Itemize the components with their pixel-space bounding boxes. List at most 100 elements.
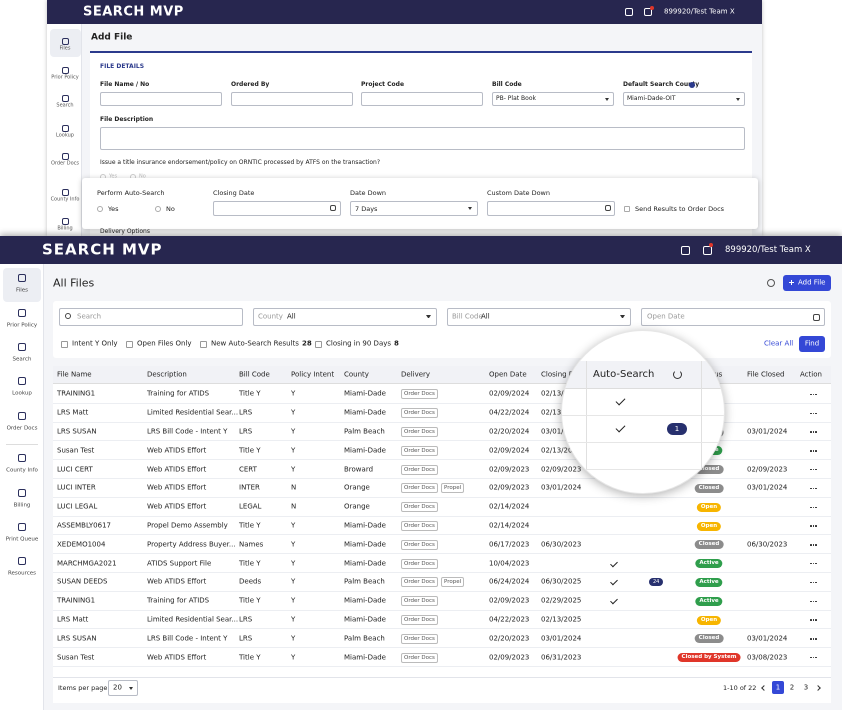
delivery-tag[interactable]: Order Docs <box>401 633 438 644</box>
delivery-tag[interactable]: Order Docs <box>401 389 438 400</box>
sidebar-label[interactable]: Billing <box>57 225 73 232</box>
delivery-tag[interactable]: Order Docs <box>401 483 438 494</box>
input[interactable] <box>492 92 614 106</box>
page-number[interactable]: 2 <box>789 683 795 691</box>
column-header[interactable]: Policy Intent <box>291 370 335 379</box>
add-button[interactable]: Add File <box>783 275 831 291</box>
delivery-tag[interactable]: Order Docs <box>401 615 438 625</box>
sidebar-label[interactable]: Order Docs <box>50 160 80 167</box>
action-dot <box>815 487 817 490</box>
find-label[interactable]: Find <box>804 339 820 348</box>
cell: Limited Residential Sear... <box>147 615 239 624</box>
input[interactable] <box>487 201 615 216</box>
delivery-tag[interactable]: Order Docs <box>401 408 438 419</box>
app-title: SEARCH MVP <box>42 240 163 259</box>
date-input[interactable] <box>641 308 825 326</box>
action-dot <box>815 544 817 546</box>
cell: 06/30/2023 <box>747 540 788 549</box>
page-button[interactable]: 1 <box>772 681 784 694</box>
column-header[interactable]: Description <box>147 370 187 379</box>
cell: Property Address Buyer... <box>147 540 236 549</box>
page-number[interactable]: 1 <box>775 683 781 691</box>
page-button[interactable]: 3 <box>800 681 812 694</box>
delivery-tag[interactable]: Order Docs <box>401 652 438 663</box>
cell: Y <box>291 653 296 662</box>
delivery-tag[interactable]: Order Docs <box>401 539 438 550</box>
input[interactable] <box>623 92 745 106</box>
radio[interactable] <box>97 206 103 212</box>
clear-all[interactable]: Clear All <box>764 339 794 348</box>
select[interactable] <box>447 308 631 326</box>
cell: Web ATIDS Effort <box>147 483 207 492</box>
textarea[interactable] <box>100 127 745 150</box>
sidebar-label[interactable]: Prior Policy <box>51 74 79 81</box>
checkbox[interactable] <box>61 341 68 348</box>
cell: Y <box>291 540 296 549</box>
sidebar-label[interactable]: Lookup <box>56 132 74 139</box>
sidebar-label[interactable]: Files <box>15 287 29 294</box>
input[interactable] <box>350 201 478 216</box>
delivery-tag[interactable]: Order Docs <box>401 577 438 588</box>
column-header[interactable]: Open Date <box>489 370 527 379</box>
sidebar-label[interactable]: Files <box>59 45 71 52</box>
sidebar-label[interactable]: Print Queue <box>5 536 39 543</box>
search-input[interactable] <box>59 308 243 326</box>
refresh-icon[interactable] <box>673 370 682 379</box>
checkbox[interactable] <box>624 206 630 212</box>
checkbox[interactable] <box>200 341 207 348</box>
input[interactable] <box>361 92 483 106</box>
sidebar-label[interactable]: Order Docs <box>6 425 38 432</box>
sidebar-label[interactable]: Resources <box>7 570 37 577</box>
column-header[interactable]: File Closed <box>747 370 785 379</box>
user-name: 899920/Test Team X <box>725 244 811 255</box>
cell: 03/01/2024 <box>541 634 582 643</box>
field-label: Default Search County <box>623 81 700 88</box>
delivery-tag[interactable]: Order Docs <box>401 502 438 513</box>
delivery-tag[interactable]: Order Docs <box>401 464 438 475</box>
sidebar-label[interactable]: Prior Policy <box>6 322 38 329</box>
sidebar-label[interactable]: Search <box>12 356 32 363</box>
delivery-tag[interactable]: Order Docs <box>401 521 438 531</box>
page-number[interactable]: 3 <box>803 683 809 691</box>
cell: INTER <box>239 483 260 492</box>
checkbox[interactable] <box>126 341 133 348</box>
status-badge: Closed <box>694 634 724 644</box>
action-dot <box>815 431 817 433</box>
sidebar-label[interactable]: County Info <box>6 467 38 474</box>
cell: Title Y <box>239 559 261 568</box>
delivery-tag[interactable]: Order Docs <box>401 596 438 607</box>
radio[interactable] <box>155 206 161 212</box>
delivery-tag[interactable]: Propel <box>441 577 465 588</box>
column-header[interactable]: Action <box>800 370 822 379</box>
mag-row-divider <box>562 442 724 443</box>
checkbox[interactable] <box>315 341 322 348</box>
column-header[interactable]: File Name <box>57 370 92 379</box>
cell: Y <box>291 408 296 417</box>
sidebar-label[interactable]: County Info <box>50 196 80 203</box>
input[interactable] <box>213 201 341 216</box>
column-header[interactable]: Delivery <box>401 370 431 379</box>
delivery-tag[interactable]: Order Docs <box>401 445 438 456</box>
active-tab <box>50 29 81 57</box>
icon <box>18 377 26 385</box>
cell: Title Y <box>239 596 261 605</box>
page-button[interactable]: 2 <box>786 681 798 694</box>
settings[interactable] <box>767 279 775 287</box>
sidebar-label[interactable]: Lookup <box>12 390 32 397</box>
select[interactable] <box>253 308 437 326</box>
input[interactable] <box>100 92 222 106</box>
add-button-label[interactable]: Add File <box>798 278 826 287</box>
column-header[interactable]: Bill Code <box>239 370 270 379</box>
sidebar-label[interactable]: Search <box>56 102 74 109</box>
find-button[interactable]: Find <box>799 336 825 352</box>
delivery-tag[interactable]: Propel <box>441 483 465 494</box>
delivery-tag[interactable]: Order Docs <box>401 427 438 437</box>
cell: 02/14/2024 <box>489 502 530 511</box>
page-size-select[interactable] <box>108 680 138 696</box>
checkbox-count: 8 <box>394 339 399 348</box>
sidebar-label[interactable]: Billing <box>13 502 31 509</box>
cell: Training for ATIDS <box>147 596 210 605</box>
column-header[interactable]: County <box>344 370 369 379</box>
input[interactable] <box>231 92 353 106</box>
delivery-tag[interactable]: Order Docs <box>401 558 438 569</box>
